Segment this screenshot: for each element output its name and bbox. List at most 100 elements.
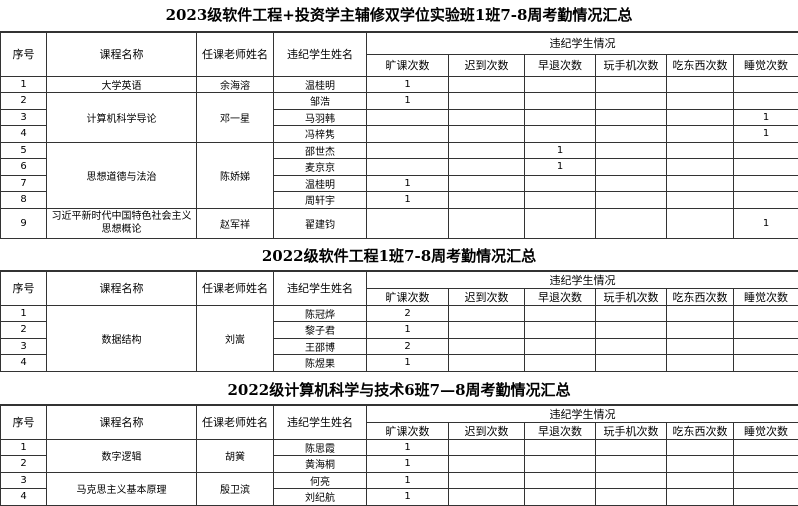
course-cell: 数字逻辑	[46, 438, 197, 473]
student-cell: 陈煜果	[273, 354, 367, 372]
header-row: 序号 课程名称 任课老师姓名 违纪学生姓名 违纪学生情况	[0, 31, 798, 77]
count-cell	[732, 488, 798, 506]
count-cell	[524, 108, 596, 126]
seq-cell: 6	[0, 158, 47, 176]
count-cell	[732, 158, 798, 176]
count-cell: 1	[732, 207, 798, 239]
count-cell: 2	[366, 304, 449, 322]
student-cell: 邵世杰	[273, 141, 367, 159]
header-count: 玩手机次数	[595, 421, 667, 440]
count-cell	[595, 174, 667, 192]
table-row: 9 习近平新时代中国特色社会主义思想概论 赵军祥 翟建钧 1	[0, 207, 798, 239]
count-cell	[448, 438, 525, 456]
course-cell: 数据结构	[46, 304, 197, 372]
seq-cell: 1	[0, 438, 47, 456]
count-cell	[448, 471, 525, 489]
student-cell: 温桂明	[273, 174, 367, 192]
table-row: 5 思想道德与法治 陈娇娣 邵世杰 1	[0, 141, 798, 209]
count-cell	[448, 158, 525, 176]
count-cell	[448, 191, 525, 209]
student-cell: 温桂明	[273, 75, 367, 93]
count-cell	[732, 354, 798, 372]
student-cell: 何亮	[273, 471, 367, 489]
count-cell	[524, 455, 596, 473]
seq-cell: 7	[0, 174, 47, 192]
count-cell	[595, 455, 667, 473]
count-cell: 1	[366, 92, 449, 110]
header-course: 课程名称	[46, 404, 197, 440]
count-cell	[595, 337, 667, 355]
count-cell	[448, 207, 525, 239]
header-seq: 序号	[0, 404, 47, 440]
count-cell	[595, 158, 667, 176]
count-cell	[595, 125, 667, 143]
count-cell	[732, 471, 798, 489]
header-teacher: 任课老师姓名	[196, 270, 274, 306]
count-cell: 1	[366, 321, 449, 339]
header-row: 序号 课程名称 任课老师姓名 违纪学生姓名 违纪学生情况	[0, 270, 798, 306]
header-subrow: 旷课次数 迟到次数 早退次数 玩手机次数 吃东西次数 睡觉次数	[1, 53, 798, 77]
count-cell	[666, 207, 734, 239]
count-cell	[666, 75, 734, 93]
seq-cell: 2	[0, 321, 47, 339]
count-cell	[595, 92, 667, 110]
header-student: 违纪学生姓名	[273, 31, 367, 77]
count-cell	[666, 141, 734, 159]
course-cell: 计算机科学导论	[46, 92, 197, 143]
student-cell: 麦京京	[273, 158, 367, 176]
student-cell: 翟建钧	[273, 207, 367, 239]
count-cell	[666, 471, 734, 489]
header-count: 玩手机次数	[595, 53, 667, 77]
header-count: 睡觉次数	[732, 287, 798, 306]
teacher-cell: 陈娇娣	[196, 141, 274, 209]
student-cell: 周轩宇	[273, 191, 367, 209]
header-count: 吃东西次数	[666, 287, 734, 306]
count-cell	[732, 191, 798, 209]
header-teacher: 任课老师姓名	[196, 31, 274, 77]
header-count: 吃东西次数	[666, 53, 734, 77]
count-cell: 1	[366, 471, 449, 489]
count-cell	[524, 354, 596, 372]
count-cell	[595, 488, 667, 506]
count-cell	[666, 108, 734, 126]
course-cell: 思想道德与法治	[46, 141, 197, 209]
table-row: 2 计算机科学导论 邓一星 邹浩 1	[0, 92, 798, 143]
count-cell	[732, 75, 798, 93]
count-cell	[666, 438, 734, 456]
count-cell	[595, 354, 667, 372]
seq-cell: 2	[0, 455, 47, 473]
table-title: 2023级软件工程+投资学主辅修双学位实验班1班7-8周考勤情况汇总	[165, 6, 633, 24]
student-cell: 王邵博	[273, 337, 367, 355]
count-cell: 1	[732, 125, 798, 143]
table-title: 2022级计算机科学与技术6班7—8周考勤情况汇总	[227, 380, 571, 399]
header-count: 迟到次数	[448, 421, 525, 440]
count-cell	[366, 207, 449, 239]
table-row: 4 冯梓隽 1	[0, 125, 798, 143]
count-cell	[595, 75, 667, 93]
seq-cell: 3	[0, 337, 47, 355]
seq-cell: 3	[0, 108, 47, 126]
count-cell	[666, 191, 734, 209]
header-row: 序号 课程名称 任课老师姓名 违纪学生姓名 违纪学生情况	[0, 404, 798, 440]
table-row: 2 黎子君 1	[0, 321, 798, 339]
count-cell: 1	[732, 108, 798, 126]
table-row: 7 温桂明 1	[0, 174, 798, 192]
header-count: 旷课次数	[366, 287, 449, 306]
count-cell	[448, 75, 525, 93]
student-cell: 冯梓隽	[273, 125, 367, 143]
count-cell	[666, 337, 734, 355]
header-violation-group: 违纪学生情况	[365, 270, 798, 289]
count-cell: 1	[366, 438, 449, 456]
count-cell	[448, 488, 525, 506]
count-cell: 1	[366, 354, 449, 372]
header-count: 早退次数	[524, 287, 596, 306]
count-cell	[448, 321, 525, 339]
header-count: 迟到次数	[448, 53, 525, 77]
header-count: 玩手机次数	[595, 287, 667, 306]
table-row: 1 大学英语 余海溶 温桂明 1	[0, 75, 798, 93]
student-cell: 黎子君	[273, 321, 367, 339]
count-cell	[666, 488, 734, 506]
count-cell	[366, 108, 449, 126]
count-cell	[732, 141, 798, 159]
student-cell: 黄海桐	[273, 455, 367, 473]
